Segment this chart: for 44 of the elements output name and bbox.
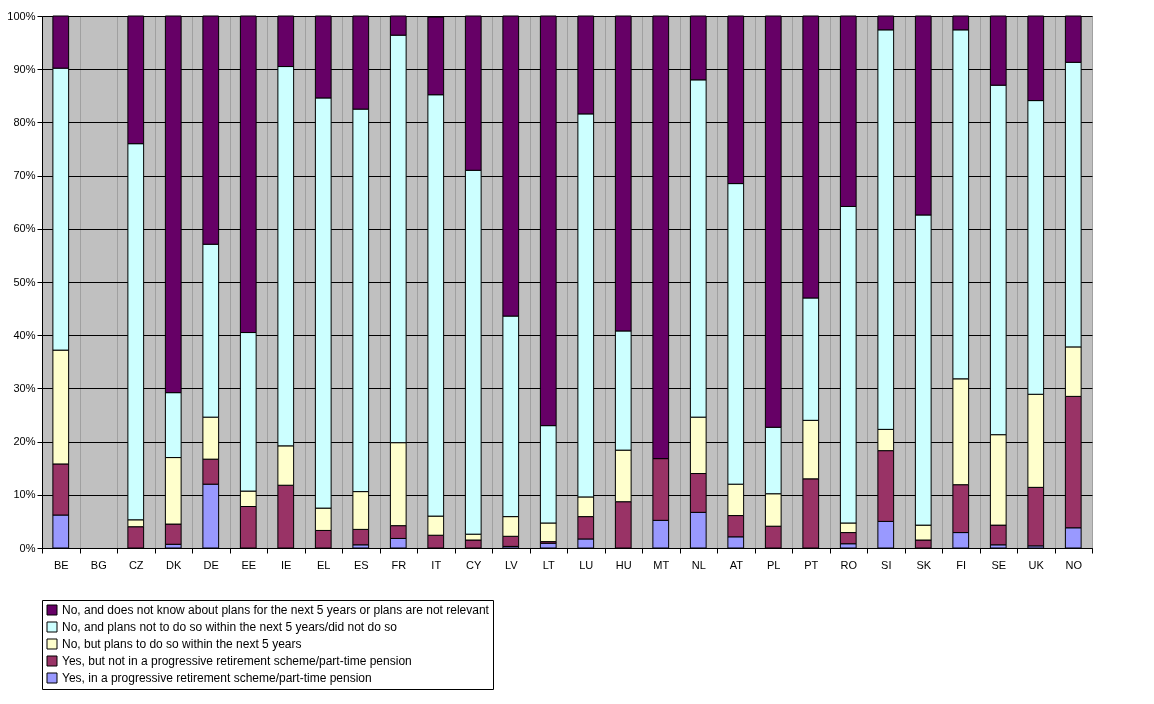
x-tick-label: DE — [203, 558, 219, 571]
y-tick-label: 80% — [13, 115, 36, 128]
x-tick-label: SI — [881, 558, 892, 571]
x-tick-label: DK — [166, 558, 183, 571]
x-tick-label: FI — [956, 558, 967, 571]
y-tick-label: 10% — [13, 488, 36, 501]
y-tick-label: 30% — [13, 381, 36, 394]
legend-label: Yes, in a progressive retirement scheme/part-time pension — [62, 671, 372, 685]
x-tick-label: IE — [281, 558, 292, 571]
x-tick-label: IT — [431, 558, 442, 571]
x-tick-label: PT — [804, 558, 819, 571]
x-tick-label: ES — [353, 558, 369, 571]
x-tick-label: EL — [317, 558, 331, 571]
x-tick-label: LT — [542, 558, 556, 571]
x-tick-label: PL — [767, 558, 781, 571]
x-tick-label: BG — [90, 558, 107, 571]
x-tick-label: MT — [653, 558, 670, 571]
legend-label: Yes, but not in a progressive retirement scheme/part-time pension — [62, 654, 412, 668]
x-tick-label: RO — [840, 558, 858, 571]
x-tick-label: EE — [241, 558, 257, 571]
x-tick-label: BE — [53, 558, 69, 571]
x-tick-label: SK — [916, 558, 932, 571]
y-tick-label: 0% — [19, 541, 36, 554]
legend-label: No, and does not know about plans for the next 5 years or plans are not relevant — [62, 603, 490, 617]
x-tick-label: NO — [1065, 558, 1083, 571]
y-tick-label: 70% — [13, 169, 36, 182]
x-tick-label: NL — [691, 558, 706, 571]
x-tick-label: UK — [1028, 558, 1045, 571]
x-tick-label: FR — [391, 558, 407, 571]
y-tick-label: 20% — [13, 435, 36, 448]
x-tick-label: CY — [466, 558, 483, 571]
legend-label: No, and plans not to do so within the next 5 years/did not do so — [62, 620, 398, 634]
y-tick-label: 60% — [13, 222, 36, 235]
x-tick-label: AT — [729, 558, 744, 571]
y-tick-label: 40% — [13, 328, 36, 341]
x-tick-label: LV — [504, 558, 519, 571]
y-tick-label: 50% — [13, 275, 36, 288]
x-tick-label: SE — [991, 558, 1007, 571]
legend-label: No, but plans to do so within the next 5 years — [62, 637, 302, 651]
x-tick-label: HU — [615, 558, 632, 571]
x-tick-label: LU — [579, 558, 594, 571]
y-tick-label: 100% — [7, 9, 36, 22]
y-tick-label: 90% — [13, 62, 36, 75]
x-tick-label: CZ — [128, 558, 144, 571]
